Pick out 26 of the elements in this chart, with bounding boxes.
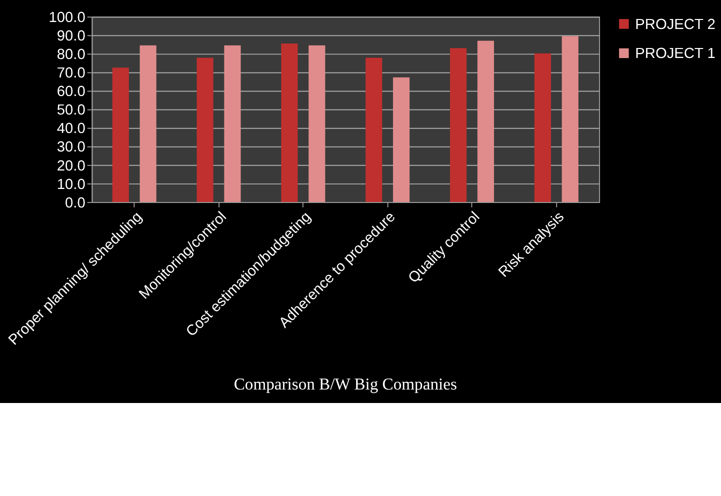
bar <box>140 45 156 202</box>
y-tick-label: 100.0 <box>48 10 86 26</box>
legend-label: PROJECT 1 <box>635 46 716 62</box>
bar <box>196 58 214 202</box>
y-tick-label: 90.0 <box>56 28 86 45</box>
y-tick-label: 60.0 <box>56 84 86 100</box>
bar <box>477 40 494 202</box>
bar <box>450 48 467 202</box>
bar <box>366 58 382 202</box>
bar <box>224 45 241 202</box>
y-tick-label: 30.0 <box>56 140 86 156</box>
y-tick-label: 0.0 <box>65 195 86 212</box>
y-tick-label: 20.0 <box>56 158 86 174</box>
legend-label: PROJECT 2 <box>635 16 716 33</box>
text: Comparison B/W Big Companies <box>234 374 457 394</box>
bar <box>562 36 578 202</box>
y-tick-label: 10.0 <box>56 176 86 193</box>
bar <box>112 68 129 202</box>
bar <box>393 77 410 202</box>
y-tick-label: 80.0 <box>56 47 86 64</box>
y-tick-label: 40.0 <box>56 121 86 138</box>
bar <box>534 53 551 202</box>
bar <box>308 45 326 202</box>
bar <box>281 43 298 202</box>
y-tick-label: 50.0 <box>56 102 86 119</box>
y-tick-label: 70.0 <box>56 66 86 82</box>
